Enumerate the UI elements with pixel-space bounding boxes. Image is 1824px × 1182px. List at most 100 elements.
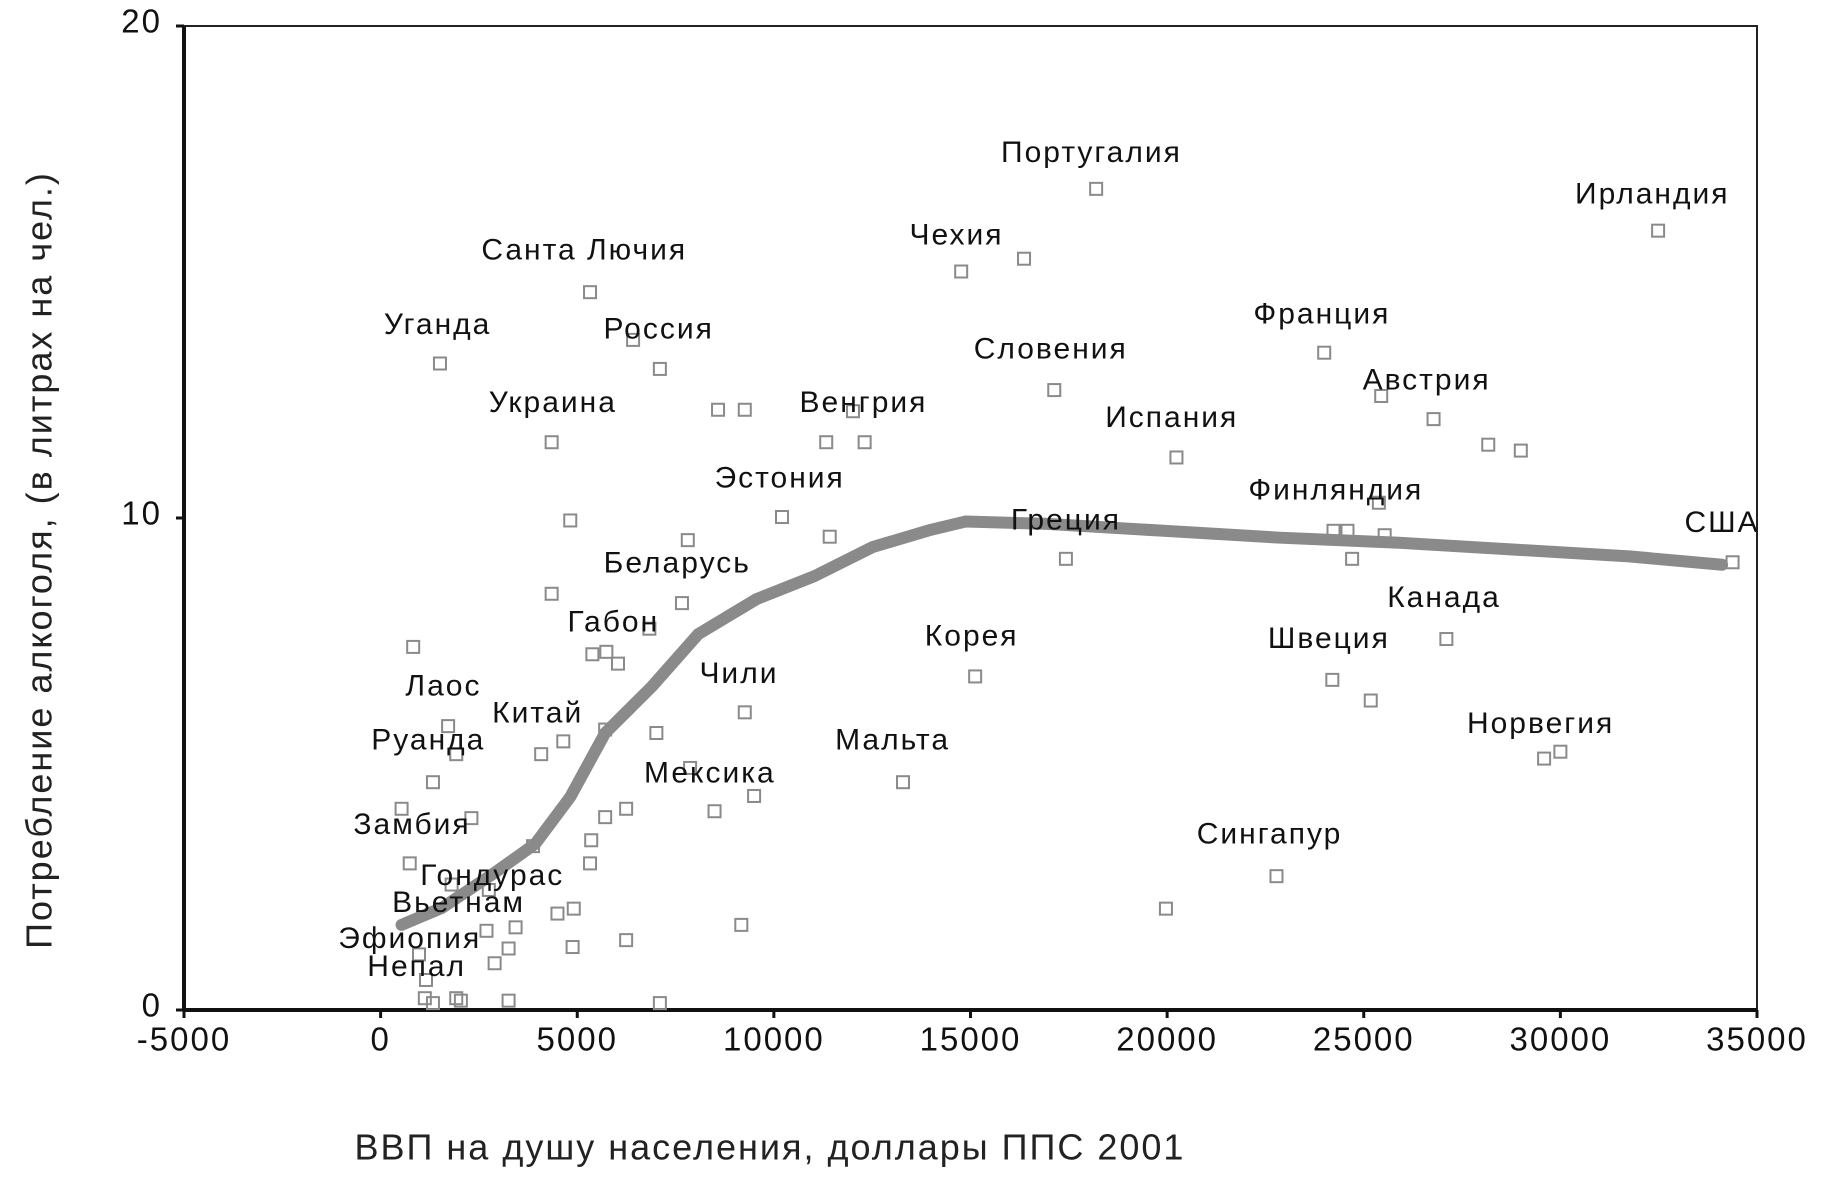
point <box>394 801 409 816</box>
point <box>583 285 598 300</box>
point <box>598 810 613 825</box>
point <box>544 435 559 450</box>
point <box>417 991 432 1006</box>
point <box>1481 437 1496 452</box>
point <box>737 402 752 417</box>
point <box>652 361 667 376</box>
point <box>556 734 571 749</box>
point <box>1513 443 1528 458</box>
point <box>444 877 459 892</box>
point <box>501 993 516 1008</box>
point-label: Украина <box>489 386 617 419</box>
point <box>1169 450 1184 465</box>
point <box>449 991 464 1006</box>
point-label: Корея <box>925 619 1019 652</box>
point <box>544 586 559 601</box>
point-label: Китай <box>492 697 583 730</box>
point-label: Мексика <box>644 757 776 790</box>
point-label: Греция <box>1011 503 1121 536</box>
point <box>425 996 440 1011</box>
point <box>406 639 421 654</box>
point <box>550 906 565 921</box>
point <box>775 510 790 525</box>
point <box>619 933 634 948</box>
point <box>402 856 417 871</box>
point <box>747 788 762 803</box>
point <box>1158 901 1173 916</box>
point-label: Ирландия <box>1575 178 1730 211</box>
point <box>1553 744 1568 759</box>
point-label: Уганда <box>384 308 491 341</box>
point-label: Эстония <box>715 462 845 495</box>
point-label: Беларусь <box>604 547 751 580</box>
point <box>584 833 599 848</box>
point <box>563 513 578 528</box>
point-label: Швеция <box>1268 622 1390 655</box>
point <box>642 621 657 636</box>
point-label: Венгрия <box>800 386 928 419</box>
point <box>479 923 494 938</box>
point-label: Чили <box>699 657 778 690</box>
point <box>819 435 834 450</box>
point <box>599 644 614 659</box>
point <box>968 669 983 684</box>
point-label: Гондурас <box>420 859 564 892</box>
point <box>449 747 464 762</box>
point-label: Чехия <box>910 218 1004 251</box>
point-label: Эфиопия <box>338 922 481 955</box>
point <box>565 940 580 955</box>
point <box>585 647 600 662</box>
point <box>1317 345 1332 360</box>
point <box>1345 551 1360 566</box>
point-label: Словения <box>974 333 1128 366</box>
x-tick-label: 5000 <box>537 1021 618 1058</box>
point <box>583 856 598 871</box>
x-axis-label: ВВП на душу населения, доллары ППС 2001 <box>355 1127 1186 1168</box>
x-tick-label: 35000 <box>1706 1021 1808 1058</box>
point <box>464 811 479 826</box>
point <box>1047 383 1062 398</box>
point <box>707 804 722 819</box>
trend-line <box>395 515 1729 931</box>
point <box>845 404 860 419</box>
point <box>1439 632 1454 647</box>
point-label: Финляндия <box>1248 473 1423 506</box>
point <box>683 760 698 775</box>
y-tick-label: 10 <box>121 495 162 532</box>
point <box>680 533 695 548</box>
point <box>1725 555 1740 570</box>
point <box>441 719 456 734</box>
point <box>412 947 427 962</box>
point <box>1651 223 1666 238</box>
point-label: Лаос <box>405 670 481 703</box>
point-label: Мальта <box>835 723 950 756</box>
point <box>1537 751 1552 766</box>
point-label: Россия <box>603 312 713 345</box>
y-axis-label: Потребление алкоголя, (в литрах на чел.) <box>19 171 60 949</box>
point <box>425 775 440 790</box>
point <box>737 705 752 720</box>
point <box>501 941 516 956</box>
point <box>453 993 468 1008</box>
point-label: Замбия <box>353 808 470 841</box>
point-label: Норвегия <box>1467 707 1614 740</box>
point <box>419 972 434 987</box>
point <box>649 726 664 741</box>
point-label: Вьетнам <box>392 886 525 919</box>
point-label: Португалия <box>1001 136 1182 169</box>
point <box>626 332 641 347</box>
point <box>674 596 689 611</box>
point <box>610 656 625 671</box>
point <box>1058 551 1073 566</box>
point-label: Франция <box>1253 298 1390 331</box>
point <box>1363 693 1378 708</box>
point <box>734 917 749 932</box>
point-label: США <box>1684 506 1759 539</box>
point <box>822 529 837 544</box>
point-label: Испания <box>1105 401 1238 434</box>
x-tick-label: 25000 <box>1313 1021 1415 1058</box>
point <box>1269 869 1284 884</box>
point-label: Сингапур <box>1197 817 1343 850</box>
point <box>1089 181 1104 196</box>
